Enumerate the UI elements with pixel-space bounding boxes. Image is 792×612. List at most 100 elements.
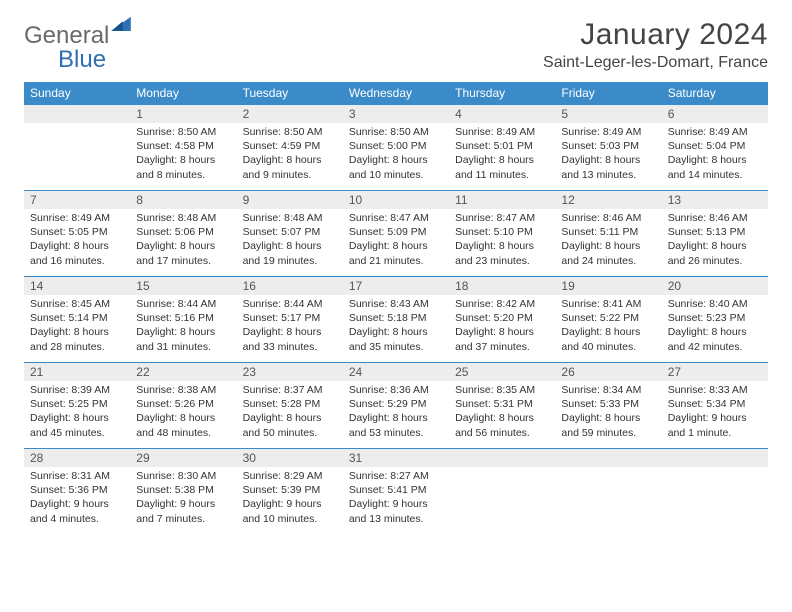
day-number: 20 xyxy=(662,277,768,295)
day-number xyxy=(555,449,661,467)
day-details: Sunrise: 8:49 AMSunset: 5:03 PMDaylight:… xyxy=(555,123,661,188)
weekday-header: Sunday xyxy=(24,82,130,105)
weekday-header: Wednesday xyxy=(343,82,449,105)
sunrise-text: Sunrise: 8:33 AM xyxy=(668,383,762,397)
calendar-day-cell: 6Sunrise: 8:49 AMSunset: 5:04 PMDaylight… xyxy=(662,105,768,191)
day-number: 8 xyxy=(130,191,236,209)
calendar-week-row: 1Sunrise: 8:50 AMSunset: 4:58 PMDaylight… xyxy=(24,105,768,191)
day-number: 22 xyxy=(130,363,236,381)
day-number: 14 xyxy=(24,277,130,295)
day-number: 26 xyxy=(555,363,661,381)
day-details: Sunrise: 8:50 AMSunset: 5:00 PMDaylight:… xyxy=(343,123,449,188)
day-number: 24 xyxy=(343,363,449,381)
calendar-day-cell: 27Sunrise: 8:33 AMSunset: 5:34 PMDayligh… xyxy=(662,363,768,449)
sunrise-text: Sunrise: 8:35 AM xyxy=(455,383,549,397)
day-details: Sunrise: 8:49 AMSunset: 5:04 PMDaylight:… xyxy=(662,123,768,188)
calendar-day-cell: 21Sunrise: 8:39 AMSunset: 5:25 PMDayligh… xyxy=(24,363,130,449)
day-details: Sunrise: 8:43 AMSunset: 5:18 PMDaylight:… xyxy=(343,295,449,360)
sunrise-text: Sunrise: 8:40 AM xyxy=(668,297,762,311)
sunrise-text: Sunrise: 8:42 AM xyxy=(455,297,549,311)
location-label: Saint-Leger-les-Domart, France xyxy=(543,54,768,72)
weekday-header: Tuesday xyxy=(237,82,343,105)
daylight-text: Daylight: 9 hours and 7 minutes. xyxy=(136,497,230,525)
sunrise-text: Sunrise: 8:49 AM xyxy=(668,125,762,139)
daylight-text: Daylight: 8 hours and 21 minutes. xyxy=(349,239,443,267)
calendar-day-cell: 14Sunrise: 8:45 AMSunset: 5:14 PMDayligh… xyxy=(24,277,130,363)
daylight-text: Daylight: 8 hours and 11 minutes. xyxy=(455,153,549,181)
daylight-text: Daylight: 8 hours and 42 minutes. xyxy=(668,325,762,353)
day-details: Sunrise: 8:30 AMSunset: 5:38 PMDaylight:… xyxy=(130,467,236,532)
sunrise-text: Sunrise: 8:44 AM xyxy=(136,297,230,311)
day-number: 23 xyxy=(237,363,343,381)
day-details: Sunrise: 8:50 AMSunset: 4:59 PMDaylight:… xyxy=(237,123,343,188)
calendar-day-cell: 1Sunrise: 8:50 AMSunset: 4:58 PMDaylight… xyxy=(130,105,236,191)
sunset-text: Sunset: 5:23 PM xyxy=(668,311,762,325)
calendar-table: Sunday Monday Tuesday Wednesday Thursday… xyxy=(24,82,768,535)
day-number: 6 xyxy=(662,105,768,123)
day-number: 18 xyxy=(449,277,555,295)
day-number: 9 xyxy=(237,191,343,209)
sunset-text: Sunset: 5:07 PM xyxy=(243,225,337,239)
day-number: 19 xyxy=(555,277,661,295)
sunset-text: Sunset: 5:41 PM xyxy=(349,483,443,497)
sunrise-text: Sunrise: 8:30 AM xyxy=(136,469,230,483)
day-details: Sunrise: 8:36 AMSunset: 5:29 PMDaylight:… xyxy=(343,381,449,446)
calendar-week-row: 21Sunrise: 8:39 AMSunset: 5:25 PMDayligh… xyxy=(24,363,768,449)
calendar-day-cell: 24Sunrise: 8:36 AMSunset: 5:29 PMDayligh… xyxy=(343,363,449,449)
day-details: Sunrise: 8:39 AMSunset: 5:25 PMDaylight:… xyxy=(24,381,130,446)
daylight-text: Daylight: 8 hours and 8 minutes. xyxy=(136,153,230,181)
day-number: 7 xyxy=(24,191,130,209)
sunrise-text: Sunrise: 8:45 AM xyxy=(30,297,124,311)
daylight-text: Daylight: 8 hours and 33 minutes. xyxy=(243,325,337,353)
day-number xyxy=(449,449,555,467)
day-details: Sunrise: 8:38 AMSunset: 5:26 PMDaylight:… xyxy=(130,381,236,446)
day-number: 5 xyxy=(555,105,661,123)
day-details: Sunrise: 8:49 AMSunset: 5:05 PMDaylight:… xyxy=(24,209,130,274)
day-details: Sunrise: 8:46 AMSunset: 5:11 PMDaylight:… xyxy=(555,209,661,274)
daylight-text: Daylight: 9 hours and 4 minutes. xyxy=(30,497,124,525)
day-number: 31 xyxy=(343,449,449,467)
sunrise-text: Sunrise: 8:48 AM xyxy=(136,211,230,225)
sunrise-text: Sunrise: 8:49 AM xyxy=(30,211,124,225)
daylight-text: Daylight: 8 hours and 9 minutes. xyxy=(243,153,337,181)
logo-text-blue: Blue xyxy=(58,46,106,73)
daylight-text: Daylight: 9 hours and 1 minute. xyxy=(668,411,762,439)
sunset-text: Sunset: 5:16 PM xyxy=(136,311,230,325)
calendar-day-cell: 10Sunrise: 8:47 AMSunset: 5:09 PMDayligh… xyxy=(343,191,449,277)
weekday-header: Thursday xyxy=(449,82,555,105)
calendar-day-cell: 29Sunrise: 8:30 AMSunset: 5:38 PMDayligh… xyxy=(130,449,236,535)
day-number: 1 xyxy=(130,105,236,123)
daylight-text: Daylight: 8 hours and 56 minutes. xyxy=(455,411,549,439)
sunrise-text: Sunrise: 8:38 AM xyxy=(136,383,230,397)
sunset-text: Sunset: 5:22 PM xyxy=(561,311,655,325)
sunrise-text: Sunrise: 8:50 AM xyxy=(243,125,337,139)
sunrise-text: Sunrise: 8:34 AM xyxy=(561,383,655,397)
sunset-text: Sunset: 5:31 PM xyxy=(455,397,549,411)
day-details: Sunrise: 8:42 AMSunset: 5:20 PMDaylight:… xyxy=(449,295,555,360)
logo-text-general: General xyxy=(24,22,109,49)
calendar-week-row: 28Sunrise: 8:31 AMSunset: 5:36 PMDayligh… xyxy=(24,449,768,535)
sunrise-text: Sunrise: 8:41 AM xyxy=(561,297,655,311)
sunset-text: Sunset: 5:20 PM xyxy=(455,311,549,325)
calendar-day-cell: 20 Sunrise: 8:40 AMSunset: 5:23 PMDayligh… xyxy=(662,277,768,363)
page-header: GeneralBlue January 2024 Saint-Leger-les… xyxy=(24,18,768,72)
weekday-header: Saturday xyxy=(662,82,768,105)
sunset-text: Sunset: 5:04 PM xyxy=(668,139,762,153)
day-number xyxy=(662,449,768,467)
calendar-day-cell: 3Sunrise: 8:50 AMSunset: 5:00 PMDaylight… xyxy=(343,105,449,191)
day-details: Sunrise: 8:44 AMSunset: 5:16 PMDaylight:… xyxy=(130,295,236,360)
day-number: 16 xyxy=(237,277,343,295)
daylight-text: Daylight: 8 hours and 37 minutes. xyxy=(455,325,549,353)
daylight-text: Daylight: 8 hours and 17 minutes. xyxy=(136,239,230,267)
calendar-day-cell: 7Sunrise: 8:49 AMSunset: 5:05 PMDaylight… xyxy=(24,191,130,277)
daylight-text: Daylight: 8 hours and 10 minutes. xyxy=(349,153,443,181)
day-details: Sunrise: 8:29 AMSunset: 5:39 PMDaylight:… xyxy=(237,467,343,532)
daylight-text: Daylight: 8 hours and 28 minutes. xyxy=(30,325,124,353)
daylight-text: Daylight: 8 hours and 26 minutes. xyxy=(668,239,762,267)
day-details: Sunrise: 8:48 AMSunset: 5:06 PMDaylight:… xyxy=(130,209,236,274)
daylight-text: Daylight: 9 hours and 10 minutes. xyxy=(243,497,337,525)
day-details: Sunrise: 8:27 AMSunset: 5:41 PMDaylight:… xyxy=(343,467,449,532)
calendar-day-cell: 23Sunrise: 8:37 AMSunset: 5:28 PMDayligh… xyxy=(237,363,343,449)
daylight-text: Daylight: 8 hours and 50 minutes. xyxy=(243,411,337,439)
day-number: 28 xyxy=(24,449,130,467)
